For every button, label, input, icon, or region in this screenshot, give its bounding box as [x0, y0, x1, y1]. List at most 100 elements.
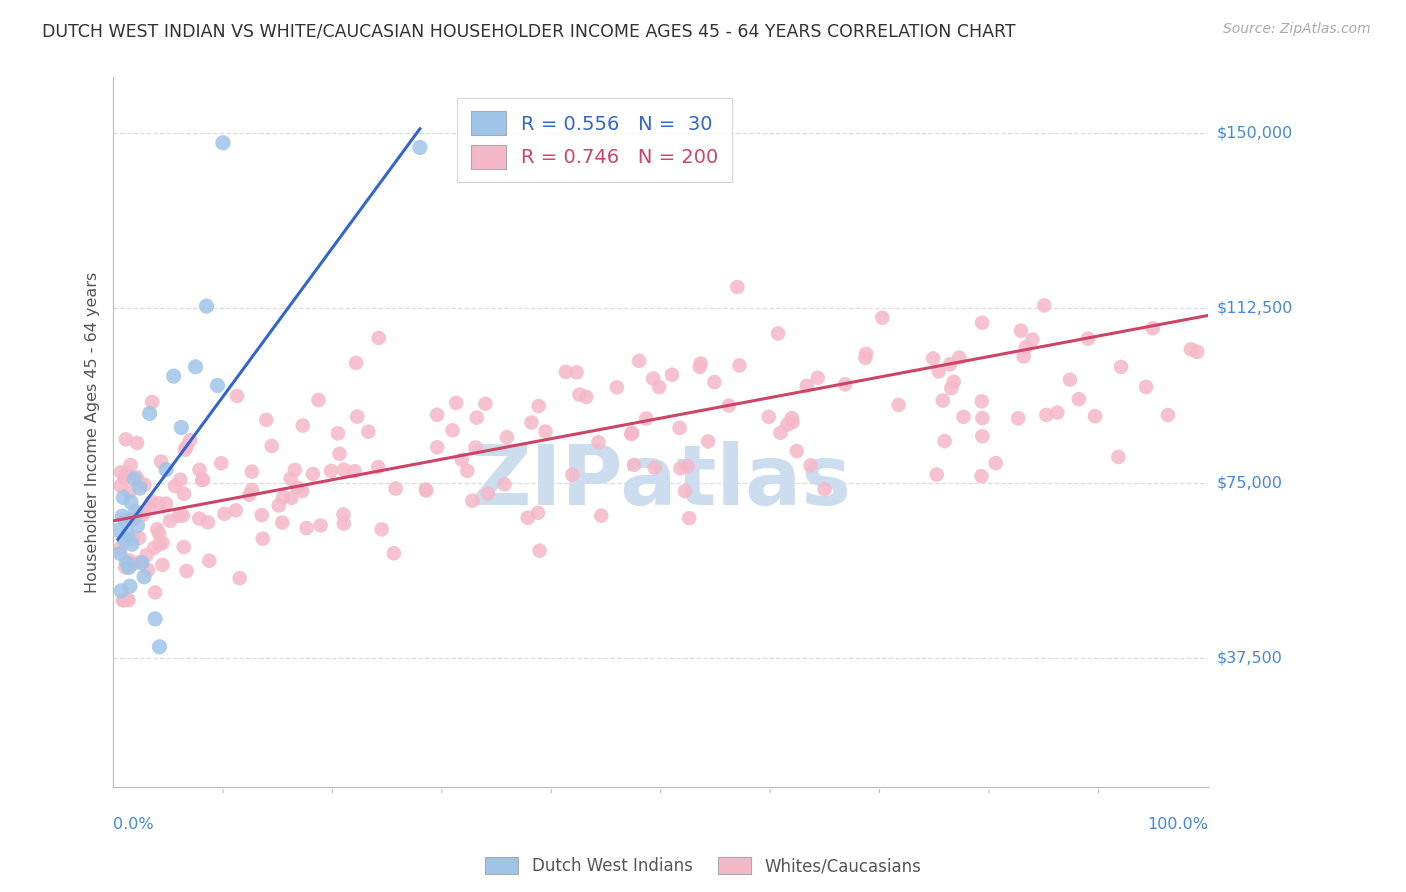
- Point: [141, 395, 163, 409]
- Point: [127, 507, 149, 521]
- Point: [344, 356, 367, 370]
- Point: [115, 467, 138, 481]
- Point: [972, 411, 994, 425]
- Point: [188, 463, 211, 477]
- Point: [636, 411, 658, 425]
- Point: [226, 389, 249, 403]
- Point: [148, 640, 170, 654]
- Point: [807, 371, 830, 385]
- Point: [184, 359, 207, 374]
- Point: [143, 612, 166, 626]
- Point: [1015, 340, 1038, 354]
- Point: [769, 425, 792, 440]
- Point: [1109, 359, 1132, 374]
- Point: [357, 425, 380, 439]
- Point: [141, 494, 163, 508]
- Point: [1007, 411, 1029, 425]
- Point: [195, 299, 218, 313]
- Point: [191, 473, 214, 487]
- Point: [643, 371, 665, 385]
- Point: [1021, 333, 1043, 347]
- Point: [370, 522, 392, 536]
- Point: [240, 465, 263, 479]
- Point: [1035, 408, 1057, 422]
- Point: [1185, 344, 1208, 359]
- Point: [128, 476, 150, 491]
- Point: [444, 396, 467, 410]
- Text: $37,500: $37,500: [1216, 651, 1282, 666]
- Point: [128, 481, 150, 495]
- Point: [367, 460, 389, 475]
- Point: [970, 469, 993, 483]
- Point: [179, 433, 201, 447]
- Point: [520, 416, 543, 430]
- Point: [118, 553, 141, 567]
- Point: [561, 467, 583, 482]
- Point: [1084, 409, 1107, 424]
- Point: [173, 540, 195, 554]
- Point: [155, 462, 177, 476]
- Point: [225, 503, 247, 517]
- Point: [346, 409, 368, 424]
- Point: [112, 471, 135, 485]
- Point: [131, 556, 153, 570]
- Point: [676, 459, 699, 474]
- Point: [115, 592, 138, 607]
- Point: [110, 541, 132, 555]
- Point: [673, 484, 696, 499]
- Point: [124, 472, 146, 486]
- Point: [1012, 350, 1035, 364]
- Point: [150, 454, 173, 468]
- Point: [172, 508, 194, 523]
- Point: [114, 514, 136, 528]
- Point: [1046, 406, 1069, 420]
- Point: [176, 564, 198, 578]
- Point: [148, 496, 170, 510]
- Point: [972, 429, 994, 443]
- Point: [415, 483, 437, 497]
- Point: [159, 514, 181, 528]
- Point: [780, 411, 803, 425]
- Point: [648, 380, 671, 394]
- Point: [942, 375, 965, 389]
- Point: [309, 518, 332, 533]
- Text: DUTCH WEST INDIAN VS WHITE/CAUCASIAN HOUSEHOLDER INCOME AGES 45 - 64 YEARS CORRE: DUTCH WEST INDIAN VS WHITE/CAUCASIAN HOU…: [42, 22, 1015, 40]
- Point: [271, 516, 294, 530]
- Point: [948, 351, 970, 365]
- Point: [415, 483, 437, 498]
- Point: [1157, 408, 1180, 422]
- Point: [939, 357, 962, 371]
- Point: [110, 465, 132, 479]
- Y-axis label: Householder Income Ages 45 - 64 years: Householder Income Ages 45 - 64 years: [86, 271, 100, 593]
- Point: [1077, 332, 1099, 346]
- Point: [409, 140, 432, 154]
- Legend: Dutch West Indians, Whites/Caucasians: Dutch West Indians, Whites/Caucasians: [477, 849, 929, 884]
- Point: [887, 398, 910, 412]
- Point: [872, 310, 894, 325]
- Point: [138, 407, 160, 421]
- Point: [725, 280, 748, 294]
- Point: [321, 464, 343, 478]
- Point: [1010, 324, 1032, 338]
- Text: Source: ZipAtlas.com: Source: ZipAtlas.com: [1223, 22, 1371, 37]
- Point: [198, 554, 221, 568]
- Point: [120, 558, 142, 572]
- Point: [260, 439, 283, 453]
- Point: [188, 511, 211, 525]
- Point: [464, 441, 486, 455]
- Point: [280, 472, 302, 486]
- Point: [228, 571, 250, 585]
- Point: [152, 535, 174, 549]
- Point: [1135, 380, 1157, 394]
- Point: [163, 479, 186, 493]
- Point: [343, 464, 366, 478]
- Point: [925, 467, 948, 482]
- Point: [621, 425, 644, 440]
- Point: [1059, 373, 1081, 387]
- Point: [786, 444, 808, 458]
- Point: [252, 532, 274, 546]
- Point: [465, 410, 488, 425]
- Point: [128, 531, 150, 545]
- Point: [1142, 321, 1164, 335]
- Point: [426, 440, 449, 454]
